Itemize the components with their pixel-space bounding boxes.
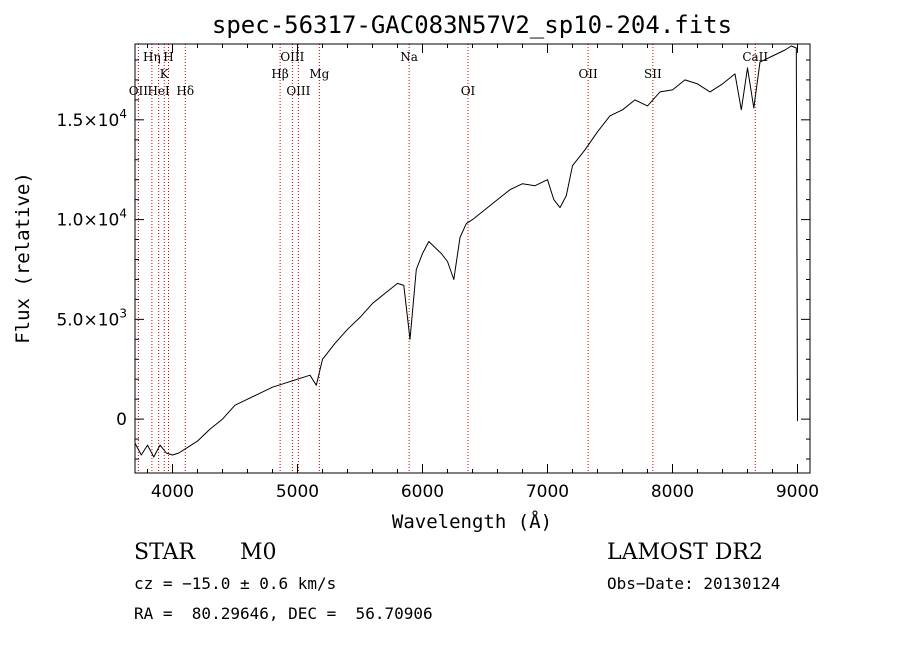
line-label: Mg (309, 67, 329, 81)
spectral-line-markers (137, 44, 756, 473)
line-label: Hδ (176, 84, 194, 98)
observation-date: Obs−Date: 20130124 (607, 574, 781, 593)
coordinates-readout: RA = 80.29646, DEC = 56.70906 (134, 604, 433, 623)
line-label: CaII (742, 50, 768, 64)
line-label: SII (644, 67, 662, 81)
y-tick-label: 1.0×104 (56, 207, 127, 231)
y-tick-label: 5.0×103 (56, 306, 127, 330)
x-axis-ticks: 4000 5000 6000 7000 8000 9000 (147, 44, 819, 502)
x-axis-label: Wavelength (Å) (392, 510, 552, 533)
chart-title: spec-56317-GAC083N57V2_sp10-204.fits (212, 11, 732, 39)
redshift-readout: cz = −15.0 ± 0.6 km/s (134, 574, 337, 593)
y-tick-label: 1.5×104 (56, 107, 127, 131)
x-tick-label: 9000 (776, 482, 819, 502)
x-tick-label: 6000 (401, 482, 444, 502)
line-label: K (160, 67, 170, 81)
line-label: OI (461, 84, 476, 98)
line-label: Na (400, 50, 418, 64)
line-label: OII (129, 84, 149, 98)
survey-name: LAMOST DR2 (607, 540, 763, 565)
x-tick-label: 5000 (276, 482, 319, 502)
line-label: OIII (286, 84, 310, 98)
x-tick-label: 7000 (526, 482, 569, 502)
x-tick-label: 4000 (151, 482, 194, 502)
y-axis-label: Flux (relative) (12, 172, 34, 344)
line-label: HeI (147, 84, 170, 98)
plot-frame (134, 43, 811, 474)
line-label: Hβ (271, 67, 288, 81)
line-label: Hη (143, 50, 161, 64)
spectral-class: STAR (134, 540, 195, 565)
x-tick-label: 8000 (651, 482, 694, 502)
spectrum-curve (134, 45, 798, 458)
y-tick-label: 0 (116, 410, 127, 430)
y-axis-ticks: 0 5.0×103 1.0×104 1.5×104 (56, 59, 810, 460)
spectral-line-labels: OII Hη HeI KH Hδ Hβ OIII OIII Mg Na OI OII SII CaII (129, 50, 769, 98)
spectral-subclass: M0 (240, 540, 277, 565)
line-label: OII (578, 67, 598, 81)
line-label: H (163, 50, 173, 64)
line-label: OIII (280, 50, 304, 64)
